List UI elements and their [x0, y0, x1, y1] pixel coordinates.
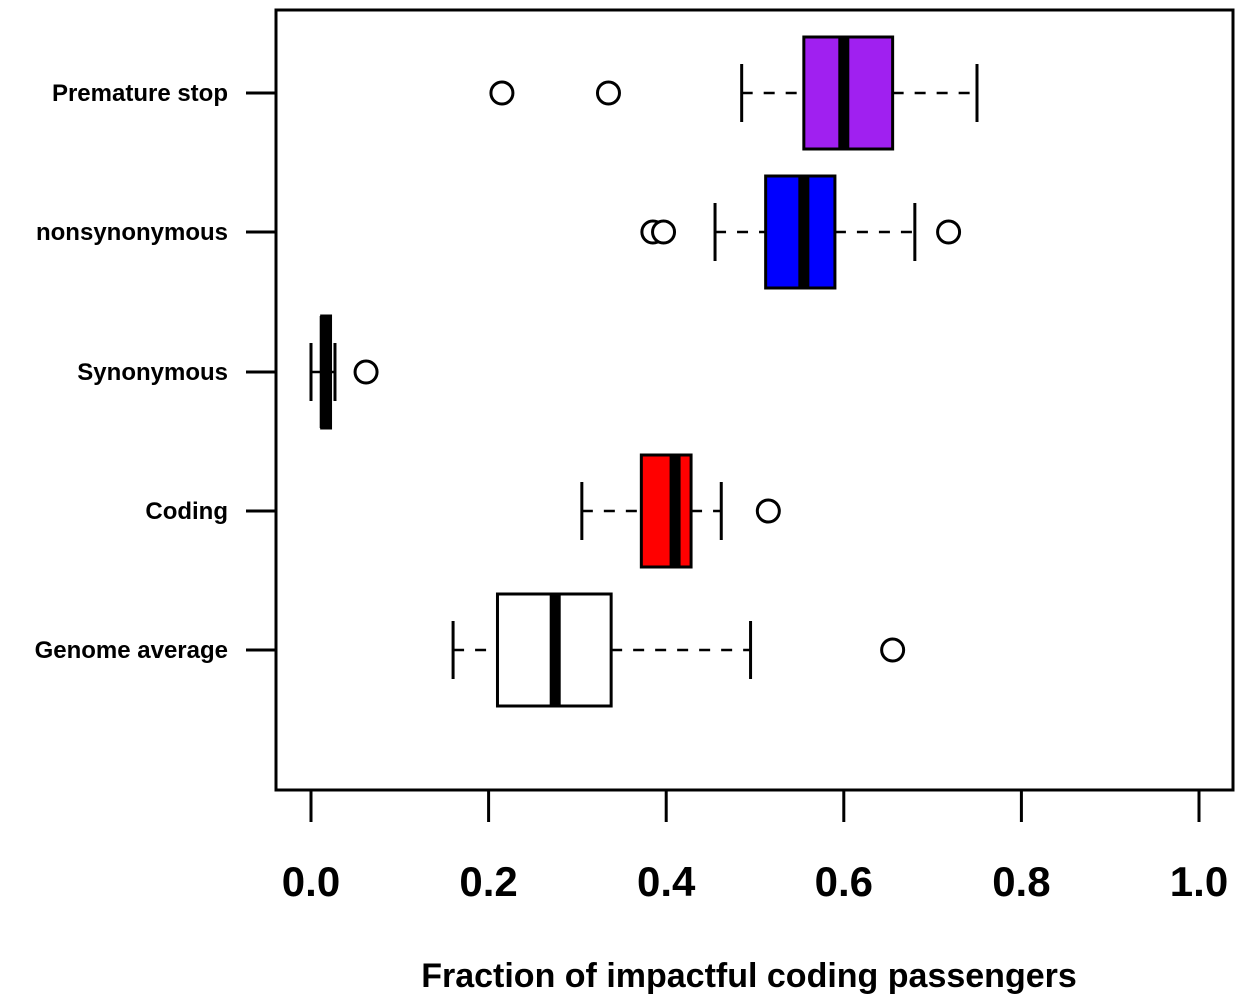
- x-tick-label: 0.0: [282, 858, 340, 905]
- x-tick-label: 0.4: [637, 858, 696, 905]
- category-label: Coding: [145, 498, 228, 525]
- outlier-point: [353, 359, 379, 385]
- plot-frame: [274, 8, 1235, 792]
- boxes-layer: [309, 35, 979, 708]
- x-tick-label: 0.2: [459, 858, 517, 905]
- outlier-point: [880, 637, 906, 663]
- outlier-point: [651, 219, 677, 245]
- box-group: [640, 174, 962, 290]
- category-label: Premature stop: [52, 80, 228, 107]
- x-axis-title: Fraction of impactful coding passengers: [421, 957, 1077, 995]
- category-label: Genome average: [35, 637, 228, 664]
- outlier-point: [755, 498, 781, 524]
- box-iqr: [639, 453, 693, 569]
- box-group: [580, 453, 781, 569]
- box-group: [489, 35, 979, 151]
- x-axis: 0.0 0.2 0.4 0.6 0.8 1.0: [282, 788, 1228, 905]
- outlier-point: [936, 219, 962, 245]
- y-axis: Premature stop nonsynonymous Synonymous Cod…: [35, 80, 276, 664]
- x-tick-label: 1.0: [1170, 858, 1228, 905]
- outlier-point: [489, 80, 515, 106]
- x-tick-label: 0.8: [992, 858, 1050, 905]
- outlier-point: [595, 80, 621, 106]
- x-tick-label: 0.6: [815, 858, 873, 905]
- category-label: Synonymous: [77, 359, 228, 386]
- category-label: nonsynonymous: [36, 219, 228, 246]
- box-group: [451, 592, 906, 708]
- box-group: [309, 314, 379, 430]
